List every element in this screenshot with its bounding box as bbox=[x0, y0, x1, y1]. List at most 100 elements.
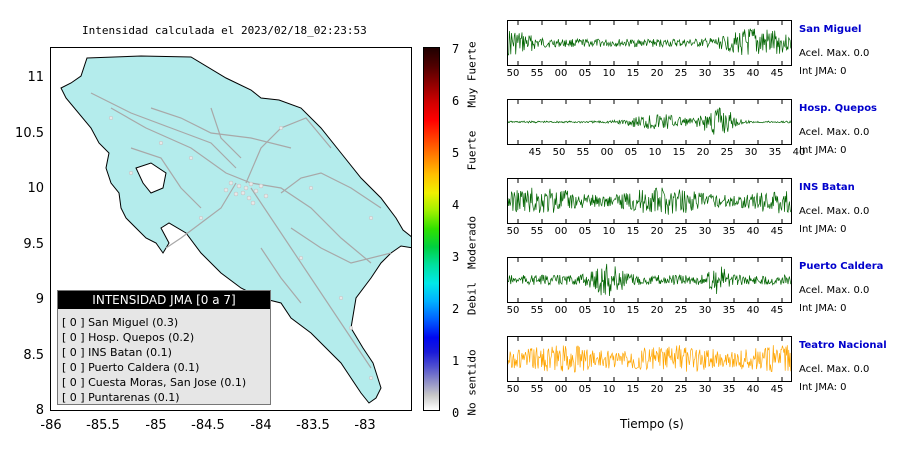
waveform bbox=[508, 337, 791, 381]
colorbar-number: 5 bbox=[452, 146, 460, 160]
station-max-accel: Acel. Max. 0.0 bbox=[799, 127, 870, 138]
waveform bbox=[508, 179, 791, 223]
trace-tick-label: 55 bbox=[530, 226, 544, 237]
station-jma-intensity: Int JMA: 0 bbox=[799, 303, 847, 314]
trace-tick-label: 35 bbox=[722, 384, 736, 395]
trace-tick-label: 45 bbox=[770, 384, 784, 395]
station-markers bbox=[108, 115, 374, 381]
trace-tick-label: 45 bbox=[770, 68, 784, 79]
trace-tick-label: 20 bbox=[650, 68, 664, 79]
trace-frame[interactable] bbox=[507, 20, 792, 66]
trace-tick-label: 15 bbox=[626, 384, 640, 395]
waveform bbox=[508, 100, 791, 144]
trace-tick-label: 50 bbox=[506, 305, 520, 316]
trace-tick-label: 35 bbox=[722, 226, 736, 237]
trace-frame[interactable] bbox=[507, 178, 792, 224]
trace-tick-label: 15 bbox=[626, 68, 640, 79]
trace-tick-label: 35 bbox=[722, 305, 736, 316]
legend-row: [ 0 ] Hosp. Quepos (0.2) bbox=[62, 331, 195, 344]
legend-title: INTENSIDAD JMA [0 a 7] bbox=[58, 291, 270, 309]
trace-tick-label: 25 bbox=[674, 226, 688, 237]
trace-tick-label: 20 bbox=[650, 384, 664, 395]
trace-tick-label: 05 bbox=[578, 384, 592, 395]
station-name-link[interactable]: INS Batan bbox=[799, 182, 855, 193]
trace-tick-label: 40 bbox=[746, 384, 760, 395]
trace-frame[interactable] bbox=[507, 257, 792, 303]
station-max-accel: Acel. Max. 0.0 bbox=[799, 206, 870, 217]
costa-rica-landmass bbox=[60, 55, 411, 404]
trace-tick-label: 40 bbox=[746, 226, 760, 237]
costa-rica-map bbox=[60, 55, 411, 404]
station-name-link[interactable]: San Miguel bbox=[799, 24, 862, 35]
map-y-tick: 8.5 bbox=[23, 348, 44, 363]
trace-tick-label: 25 bbox=[674, 305, 688, 316]
trace-tick-label: 10 bbox=[602, 226, 616, 237]
trace-frame[interactable] bbox=[507, 336, 792, 382]
legend-row: [ 0 ] Puerto Caldera (0.1) bbox=[62, 361, 200, 374]
trace-tick-label: 25 bbox=[674, 384, 688, 395]
trace-tick-label: 55 bbox=[530, 305, 544, 316]
trace-tick-label: 45 bbox=[770, 305, 784, 316]
trace-tick-label: 00 bbox=[554, 305, 568, 316]
trace-tick-label: 20 bbox=[650, 305, 664, 316]
trace-tick-label: 15 bbox=[626, 305, 640, 316]
legend-row: [ 0 ] Cuesta Moras, San Jose (0.1) bbox=[62, 376, 247, 389]
trace-tick-label: 30 bbox=[744, 147, 758, 158]
intensity-colorbar bbox=[423, 47, 440, 411]
trace-tick-label: 10 bbox=[602, 384, 616, 395]
colorbar-number: 6 bbox=[452, 94, 460, 108]
legend-row: [ 0 ] San Miguel (0.3) bbox=[62, 316, 179, 329]
legend-row: [ 0 ] INS Batan (0.1) bbox=[62, 346, 172, 359]
waveform-line bbox=[508, 187, 791, 215]
map-x-tick: -85.5 bbox=[86, 418, 120, 433]
waveform-line bbox=[508, 263, 791, 297]
station-name-link[interactable]: Teatro Nacional bbox=[799, 340, 887, 351]
map-y-tick: 11 bbox=[27, 70, 44, 85]
trace-tick-label: 30 bbox=[698, 305, 712, 316]
trace-tick-label: 35 bbox=[768, 147, 782, 158]
trace-tick-label: 45 bbox=[770, 226, 784, 237]
intensity-legend: INTENSIDAD JMA [0 a 7] [ 0 ] San Miguel … bbox=[57, 290, 271, 405]
station-jma-intensity: Int JMA: 0 bbox=[799, 224, 847, 235]
trace-tick-label: 25 bbox=[674, 68, 688, 79]
trace-tick-label: 15 bbox=[672, 147, 686, 158]
trace-tick-label: 00 bbox=[600, 147, 614, 158]
colorbar-number: 0 bbox=[452, 406, 460, 420]
time-axis-label: Tiempo (s) bbox=[620, 417, 684, 431]
map-x-tick: -85 bbox=[145, 418, 167, 433]
trace-tick-label: 45 bbox=[528, 147, 542, 158]
trace-tick-label: 30 bbox=[698, 226, 712, 237]
trace-tick-label: 40 bbox=[746, 68, 760, 79]
trace-tick-label: 20 bbox=[696, 147, 710, 158]
trace-tick-label: 00 bbox=[554, 226, 568, 237]
legend-row: [ 0 ] Puntarenas (0.1) bbox=[62, 391, 180, 404]
colorbar-level: No sentido bbox=[465, 349, 479, 416]
station-name-link[interactable]: Puerto Caldera bbox=[799, 261, 884, 272]
trace-tick-label: 10 bbox=[648, 147, 662, 158]
map-y-tick: 8 bbox=[35, 403, 44, 418]
trace-tick-label: 50 bbox=[506, 226, 520, 237]
trace-frame[interactable] bbox=[507, 99, 792, 145]
trace-tick-label: 20 bbox=[650, 226, 664, 237]
colorbar-number: 4 bbox=[452, 198, 460, 212]
trace-tick-label: 00 bbox=[554, 384, 568, 395]
trace-tick-label: 25 bbox=[720, 147, 734, 158]
waveform-line bbox=[508, 28, 791, 56]
map-y-tick: 9 bbox=[35, 292, 44, 307]
map-y-tick: 10.5 bbox=[15, 126, 44, 141]
trace-tick-label: 10 bbox=[602, 305, 616, 316]
trace-tick-label: 00 bbox=[554, 68, 568, 79]
trace-tick-label: 30 bbox=[698, 68, 712, 79]
trace-tick-label: 40 bbox=[746, 305, 760, 316]
station-name-link[interactable]: Hosp. Quepos bbox=[799, 103, 878, 114]
trace-tick-label: 40 bbox=[792, 147, 806, 158]
trace-tick-label: 55 bbox=[530, 68, 544, 79]
station-jma-intensity: Int JMA: 0 bbox=[799, 66, 847, 77]
waveform bbox=[508, 21, 791, 65]
map-x-tick: -83 bbox=[354, 418, 376, 433]
colorbar-number: 1 bbox=[452, 354, 460, 368]
station-max-accel: Acel. Max. 0.0 bbox=[799, 48, 870, 59]
trace-tick-label: 05 bbox=[624, 147, 638, 158]
map-x-tick: -83.5 bbox=[296, 418, 330, 433]
map-title: Intensidad calculada el 2023/02/18_02:23… bbox=[82, 24, 367, 37]
